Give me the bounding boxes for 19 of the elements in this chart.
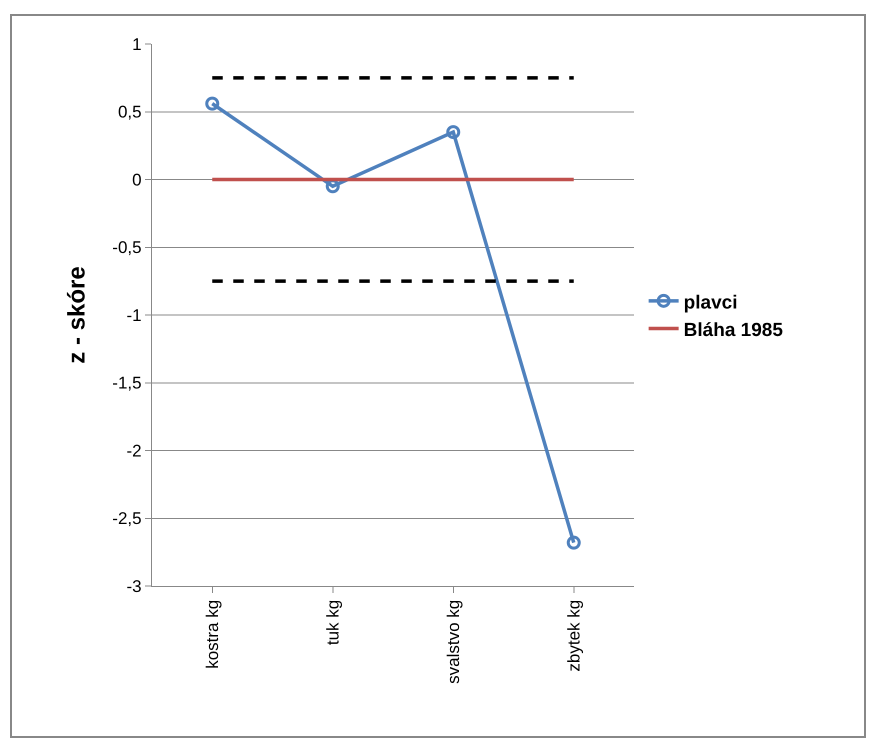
y-axis-title: z - skóre [63,266,90,364]
y-tick-label: 0,5 [118,102,142,122]
x-tick-label: svalstvo kg [444,600,463,684]
y-tick-label: -1 [126,306,142,325]
legend-label: plavci [684,292,738,314]
point [566,536,581,550]
point [446,125,460,140]
y-tick-label: -2,5 [112,509,142,528]
x-tick-label: zbytek kg [564,600,584,672]
y-tick-label: 1 [132,34,142,54]
x-tick-label: kostra kg [202,600,222,669]
y-tick-label: 0 [132,170,142,190]
y-tick-label: -2 [126,441,142,460]
y-tick-label: -1,5 [112,374,142,393]
x-tick-label: tuk kg [323,600,342,646]
y-tick-label: -0,5 [112,238,142,258]
legend-label: Bláha 1985 [684,320,784,341]
point [205,96,220,111]
y-tick-label: -3 [126,576,142,596]
